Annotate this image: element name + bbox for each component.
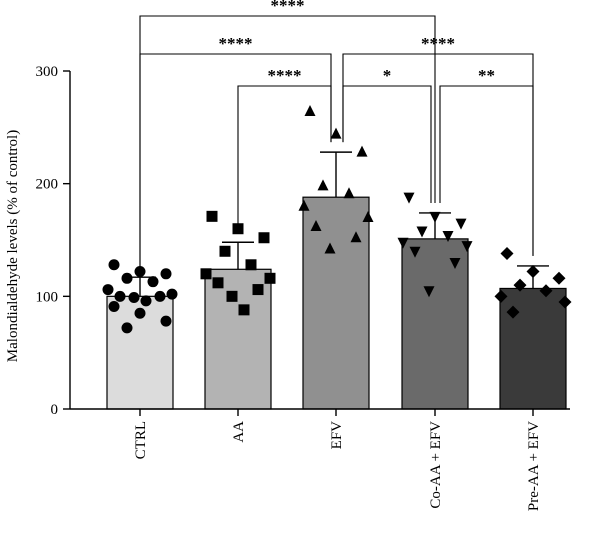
data-point-square (264, 272, 276, 284)
data-point-triangle-down (416, 226, 428, 238)
data-point-triangle-up (317, 179, 329, 191)
x-tick-label: Pre-AA + EFV (526, 421, 542, 511)
data-point-circle (160, 315, 172, 327)
data-point-triangle-down (455, 218, 467, 230)
data-point-triangle-down (409, 246, 421, 258)
axes-layer: 0 100 200 300 CTRL AA EFV Co-AA + EFV Pre-AA + E… (36, 64, 570, 511)
bar-co-aa-efv (401, 238, 469, 410)
data-point-circle (134, 307, 146, 319)
data-point-circle (160, 268, 172, 280)
x-tick-label: EFV (329, 421, 345, 450)
data-point-diamond (494, 289, 508, 303)
bar-pre-aa-efv (499, 287, 567, 410)
data-point-triangle-down (442, 230, 454, 242)
data-point-square (212, 277, 224, 289)
data-point-triangle-up (324, 242, 336, 254)
y-tick-label: 200 (36, 177, 59, 193)
significance-label: **** (219, 34, 253, 53)
data-point-circle (108, 300, 120, 312)
data-point-square (258, 232, 270, 244)
significance-bracket (342, 85, 432, 203)
data-point-square (245, 259, 257, 271)
data-point-square (200, 268, 212, 280)
data-point-diamond (539, 284, 553, 298)
data-point-triangle-down (449, 258, 461, 270)
y-tick-label: 0 (51, 402, 59, 418)
data-point-diamond (552, 271, 566, 285)
data-point-triangle-down (423, 286, 435, 298)
x-tick-label: CTRL (133, 421, 149, 459)
data-point-diamond (506, 305, 520, 319)
data-point-circle (121, 322, 133, 334)
data-point-circle (102, 284, 114, 296)
data-point-circle (108, 259, 120, 271)
data-point-circle (121, 272, 133, 284)
data-point-circle (128, 291, 140, 303)
data-point-triangle-up (356, 145, 368, 157)
data-point-triangle-up (350, 231, 362, 243)
bars-layer (106, 196, 567, 410)
data-point-diamond (558, 295, 572, 309)
data-point-square (206, 210, 218, 222)
data-point-triangle-up (330, 127, 342, 139)
significance-bracket (439, 85, 534, 256)
data-point-diamond (513, 278, 527, 292)
x-tick-label: AA (231, 421, 247, 443)
data-point-triangle-up (362, 210, 374, 222)
data-point-circle (140, 295, 152, 307)
data-point-circle (114, 290, 126, 302)
data-point-circle (154, 290, 166, 302)
data-points-layer (102, 105, 572, 334)
significance-label: **** (268, 66, 302, 85)
data-point-circle (147, 276, 159, 288)
significance-label: **** (421, 34, 455, 53)
y-axis-label: Malondialdehyde levels (% of control) (5, 130, 21, 362)
data-point-square (219, 245, 231, 257)
significance-layer: ******** ******** * ** (139, 0, 534, 268)
data-point-triangle-up (298, 199, 310, 211)
data-point-diamond (526, 265, 540, 279)
data-point-square (252, 284, 264, 296)
y-tick-label: 100 (36, 289, 59, 305)
data-point-triangle-down (397, 237, 409, 249)
data-point-circle (134, 266, 146, 278)
significance-label: ** (478, 66, 495, 85)
data-point-triangle-up (343, 187, 355, 199)
data-point-triangle-down (429, 211, 441, 223)
data-point-triangle-down (461, 241, 473, 253)
data-point-diamond (500, 247, 514, 261)
significance-label: **** (271, 0, 305, 15)
significance-bracket (237, 85, 332, 233)
data-point-square (226, 290, 238, 302)
x-tick-label: Co-AA + EFV (428, 421, 444, 509)
data-point-circle (166, 288, 178, 300)
significance-label: * (383, 66, 392, 85)
data-point-triangle-down (403, 192, 415, 204)
data-point-triangle-up (310, 219, 322, 231)
data-point-square (238, 304, 250, 316)
significance-bracket (342, 53, 534, 256)
data-point-triangle-up (304, 105, 316, 117)
y-tick-label: 300 (36, 64, 59, 80)
